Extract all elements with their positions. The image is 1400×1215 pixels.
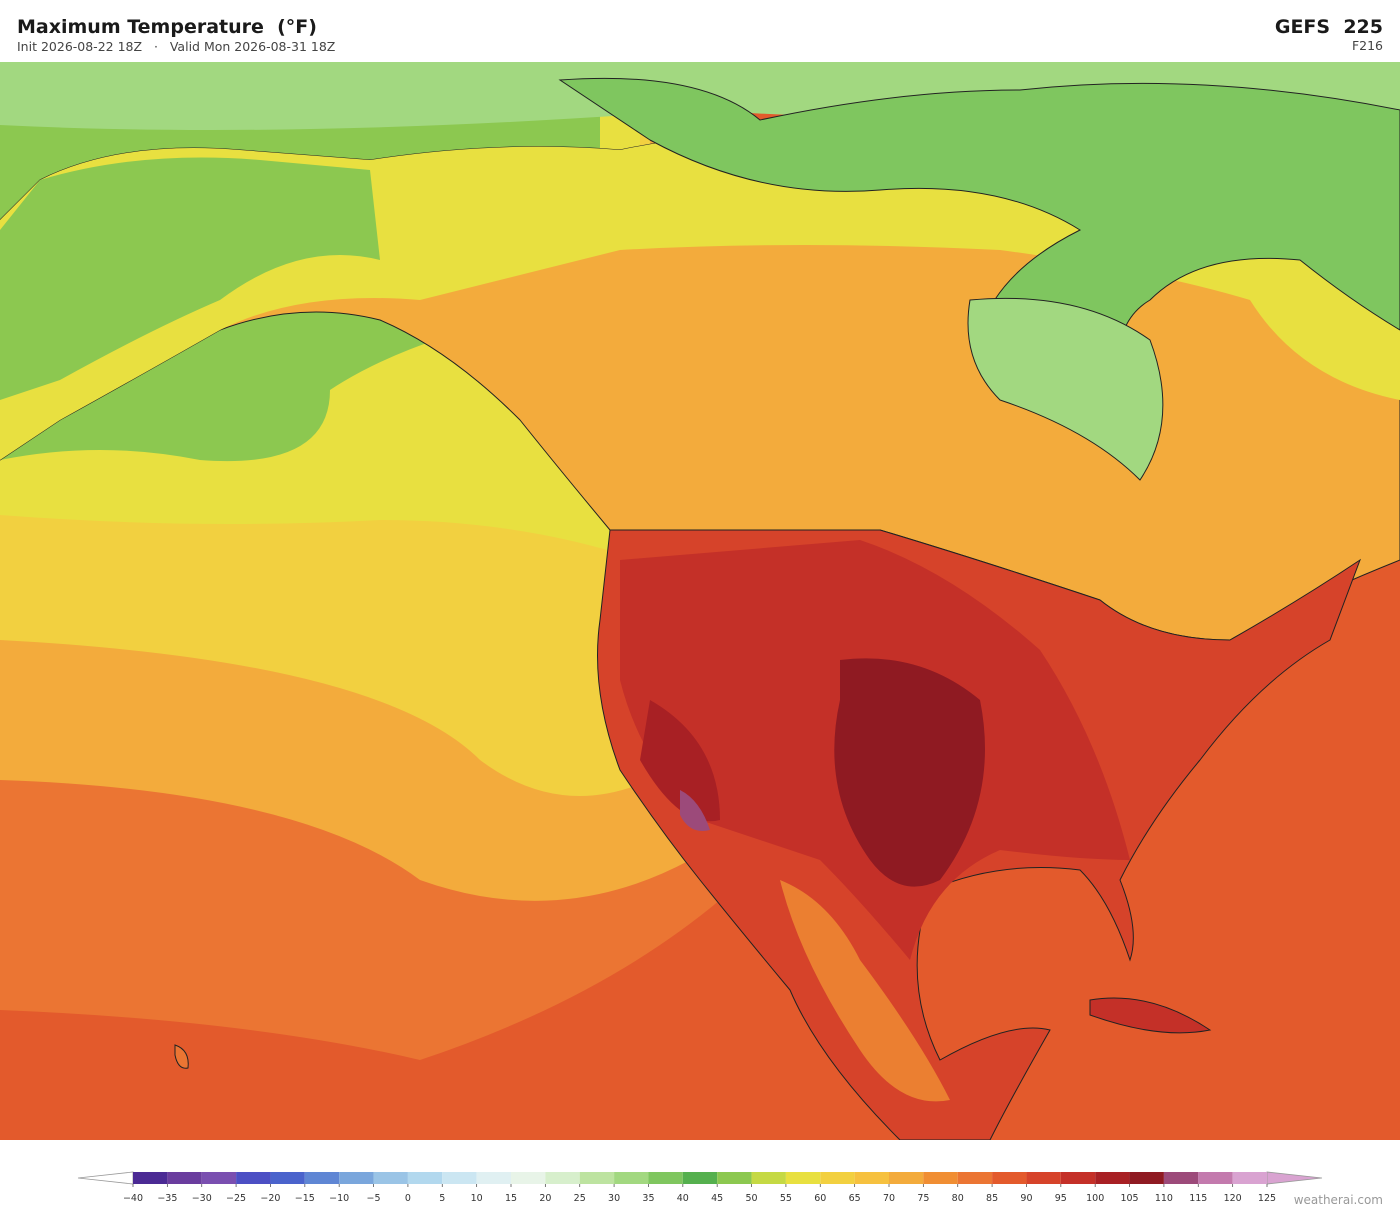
colorbar-bin [889, 1172, 924, 1184]
colorbar-tick-label: 65 [849, 1193, 861, 1204]
colorbar-bin [1026, 1172, 1061, 1184]
colorbar-bin [957, 1172, 993, 1184]
colorbar-tick-label: −35 [157, 1193, 177, 1204]
colorbar-tick-label: −15 [295, 1193, 315, 1204]
colorbar-tick-label: 120 [1224, 1193, 1242, 1204]
colorbar-tick-label: 90 [1020, 1193, 1032, 1204]
colorbar-tick-label: 25 [574, 1193, 586, 1204]
colorbar-tick-label: 55 [780, 1193, 792, 1204]
colorbar-bin [1163, 1172, 1199, 1184]
colorbar-tick-label: −40 [123, 1193, 143, 1204]
colorbar-extend-low [77, 1171, 134, 1185]
colorbar-tick-label: −30 [192, 1193, 212, 1204]
colorbar-tick-label: 105 [1120, 1193, 1138, 1204]
colorbar-bin [373, 1172, 408, 1184]
forecast-hour: F216 [1351, 38, 1383, 53]
colorbar-tick-label: −10 [329, 1193, 349, 1204]
colorbar-bin [992, 1172, 1027, 1184]
colorbar-bin [511, 1172, 546, 1184]
colorbar-tick-label: 95 [1055, 1193, 1067, 1204]
colorbar-bin [682, 1172, 718, 1184]
colorbar-tick-label: 110 [1155, 1193, 1173, 1204]
colorbar-bin [407, 1172, 443, 1184]
colorbar-bin [1129, 1172, 1164, 1184]
colorbar-bin [579, 1172, 615, 1184]
colorbar-bin [133, 1172, 168, 1184]
colorbar-bin [648, 1172, 683, 1184]
colorbar-bin [1060, 1172, 1096, 1184]
colorbar-tick-label: −25 [226, 1193, 246, 1204]
colorbar-bin [304, 1172, 340, 1184]
colorbar-tick-label: 75 [917, 1193, 929, 1204]
colorbar-tick-label: 15 [505, 1193, 517, 1204]
colorbar-bin [1095, 1172, 1130, 1184]
colorbar-bin [820, 1172, 855, 1184]
colorbar-bin [923, 1172, 958, 1184]
colorbar-tick-label: 5 [439, 1193, 445, 1204]
colorbar-tick-label: −5 [367, 1193, 381, 1204]
colorbar-tick-label: 80 [952, 1193, 964, 1204]
colorbar-bin [717, 1172, 752, 1184]
colorbar-bin [751, 1172, 786, 1184]
colorbar-bin [442, 1172, 477, 1184]
colorbar-bin [1198, 1172, 1233, 1184]
colorbar-tick-label: 20 [539, 1193, 551, 1204]
colorbar-bin [545, 1172, 580, 1184]
colorbar-bin [236, 1172, 271, 1184]
colorbar-tick-label: 0 [405, 1193, 411, 1204]
colorbar-tick-label: −20 [260, 1193, 280, 1204]
colorbar-tick-label: 115 [1189, 1193, 1207, 1204]
colorbar: −40 −35 −30 −25 −20 −15 −10 −5 0 5 10 15 20 25 30 35 40 4… [77, 1171, 1323, 1204]
colorbar-tick-label: 40 [677, 1193, 689, 1204]
colorbar-tick-label: 10 [471, 1193, 483, 1204]
colorbar-tick-label: 30 [608, 1193, 620, 1204]
colorbar-bin [339, 1172, 374, 1184]
colorbar-bin [201, 1172, 237, 1184]
colorbar-tick-label: 35 [642, 1193, 654, 1204]
watermark: weatherai.com [1293, 1193, 1383, 1207]
model-name: GEFS 225 [1274, 16, 1383, 38]
colorbar-bin [1232, 1172, 1267, 1184]
map-title: Maximum Temperature (°F) [17, 16, 317, 38]
colorbar-tick-label: 100 [1086, 1193, 1104, 1204]
colorbar-tick-label: 125 [1258, 1193, 1276, 1204]
colorbar-bin [785, 1172, 821, 1184]
colorbar-tick-label: 50 [745, 1193, 757, 1204]
temperature-map [0, 62, 1400, 1140]
colorbar-tick-label: 45 [711, 1193, 723, 1204]
colorbar-bin [270, 1172, 305, 1184]
colorbar-extend-high [1266, 1171, 1323, 1185]
colorbar-bin [854, 1172, 889, 1184]
map-subtitle: Init 2026-08-22 18Z · Valid Mon 2026-08-… [17, 39, 336, 54]
colorbar-bin [614, 1172, 649, 1184]
colorbar-tick-label: 70 [883, 1193, 895, 1204]
colorbar-bin [167, 1172, 202, 1184]
colorbar-tick-label: 60 [814, 1193, 826, 1204]
colorbar-tick-label: 85 [986, 1193, 998, 1204]
colorbar-bin [476, 1172, 511, 1184]
